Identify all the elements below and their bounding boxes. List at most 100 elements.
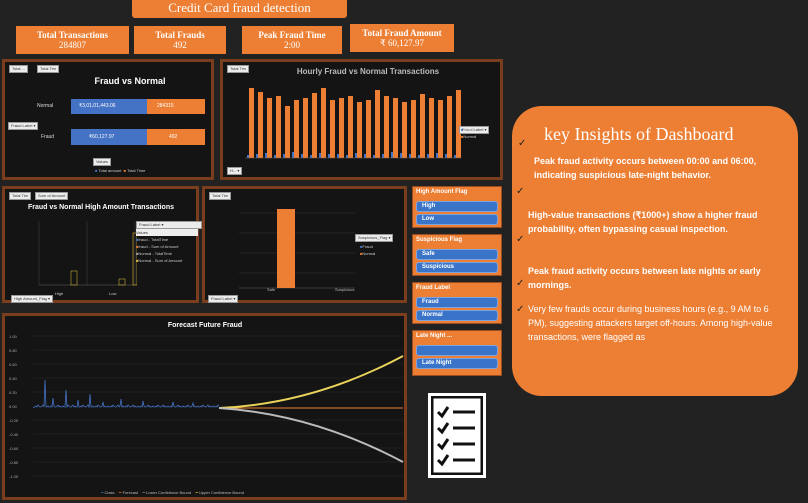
axis-chip-label: H... [230,168,237,173]
slicer-item-low[interactable]: Low [416,214,498,225]
category-label: Low [109,291,117,296]
lower-confidence-series [218,407,404,463]
kpi-peak-fraud-time: Peak Fraud Time 2:00 [242,26,342,54]
legend-item: fraud - Sum of Amount [138,244,179,249]
kpi-label: Peak Fraud Time [258,30,326,40]
field-chip-total-time[interactable]: Total Tim [9,192,32,200]
slicer-high-amount-flag: High Amount Flag High Low [412,186,502,228]
chart-legend: Values ■fraud - TotalTime ■fraud - Sum o… [136,229,198,264]
chart-title: Forecast Future Fraud [167,322,243,329]
slicer-item-fraud[interactable]: Fraud [416,297,498,308]
upper-confidence-series [218,355,404,409]
slicer-late-night: Late Night ... Late Night [412,330,502,376]
hourly-bar [330,100,335,158]
bar-label: 284315 [157,103,174,109]
hourly-bar [292,152,294,158]
y-tick: -0.60 [9,446,19,451]
hourly-bar [411,100,416,158]
high-amount-chart [38,221,137,286]
values-chip[interactable]: Values [93,158,111,166]
y-tick: -1.00 [9,474,19,479]
suspicious-flag-filter[interactable]: Suspicious_Flag ▾ [355,234,394,242]
filter-label: Suspicious_Flag [358,235,388,240]
hour-axis-chip[interactable]: H... ▾ [227,167,243,175]
bar-label: 492 [169,134,178,140]
kpi-value: 284807 [59,40,86,50]
high-amount-flag-filter[interactable]: High Amount_Flag ▾ [11,295,54,303]
hourly-bar [339,98,344,158]
slicer-item-high[interactable]: High [416,201,498,212]
filter-label: Fraud Label [139,222,161,227]
hourly-bar [382,154,384,158]
forecast-panel: Forecast Future Fraud 1.00 0.80 0.60 0.4… [2,313,407,500]
field-chip-total-time[interactable]: Total Tim [209,192,232,200]
hourly-bar [364,154,366,158]
hourly-bar [436,153,438,158]
hourly-bar [312,93,317,158]
hourly-bar [258,92,263,158]
y-tick: -0.80 [9,460,19,465]
kpi-value: 2:00 [283,40,300,50]
kpi-label: Total Transactions [36,30,109,40]
field-chip-total-amount[interactable]: Total ... [9,65,28,73]
slicer-item-blank[interactable] [416,345,498,356]
hourly-bar [445,154,447,158]
hourly-bar [456,90,461,158]
hourly-panel: Total Tim Hourly Fraud vs Normal Transac… [220,59,503,180]
field-chip-total-time[interactable]: Total Tim [227,65,250,73]
checkmark-icon: ✓ [518,138,527,149]
kpi-value: 492 [173,40,187,50]
bar-label: ₹60,127.97 [89,134,115,140]
hourly-bar [429,98,434,158]
dashboard-title: Credit Card fraud detection [132,0,347,18]
fraud-vs-normal-panel: Total ... Total Tim Fraud vs Normal Norm… [2,59,214,180]
slicer-item-normal[interactable]: Normal [416,310,498,321]
hourly-bar [310,155,312,158]
insight-text: High-value transactions (₹1000+) show a … [528,210,758,234]
slicer-fraud-label: Fraud Label Fraud Normal [412,282,502,324]
checkmark-icon: ✓ [516,278,525,289]
field-chip-sum-of-amount[interactable]: Sum of Amount [35,192,69,200]
slicer-item-late-night[interactable]: Late Night [416,358,498,369]
checkmark-icon: ✓ [516,186,525,197]
hourly-bar [454,155,456,158]
hourly-bar [265,153,267,158]
hourly-bar [427,154,429,158]
legend-item: Normal - Sum of Amount [138,258,183,263]
hourly-bar [274,155,276,158]
legend-item: Normal [463,134,477,139]
category-label: Suspicious [335,287,355,292]
hourly-bar [409,154,411,158]
normal-amount-bar: ₹3,01,01,443.06 [71,99,147,114]
bar-label: ₹3,01,01,443.06 [79,103,116,109]
hourly-bar [247,155,249,158]
hourly-bar [256,154,258,158]
y-tick: 0.60 [9,362,17,367]
filter-label: Fraud Label [462,127,484,132]
slicer-item-suspicious[interactable]: Suspicious [416,262,498,273]
y-tick: 1.00 [9,334,17,339]
fraud-amount-bar: ₹60,127.97 [71,129,147,145]
fraud-label-filter[interactable]: Fraud Label ▾ [8,122,39,130]
y-tick: -0.20 [9,418,19,423]
legend-item: fraud - TotalTime [138,237,169,242]
legend-item: Normal [362,251,376,256]
field-chip-total-time[interactable]: Total Tim [37,65,60,73]
fraud-label-filter[interactable]: Fraud Label ▾ [208,295,239,303]
slicer-suspicious-flag: Suspicious Flag Safe Suspicious [412,234,502,276]
hourly-bar [393,98,398,158]
suspicious-panel: Total Tim Suspicious_Flag ▾ ■Fraud ■Norm… [202,186,407,303]
y-tick: -0.40 [9,432,19,437]
kpi-total-fraud-amount: Total Fraud Amount ₹ 60,127.97 [350,24,454,52]
hourly-chart [245,88,461,159]
hourly-bar [366,100,371,158]
slicer-title: Late Night ... [416,333,452,339]
forecast-chart [33,335,404,477]
fraud-label-filter[interactable]: Fraud Label ▾ [136,221,202,229]
fraud-label-filter[interactable]: Fraud Label ▾ [459,126,490,134]
y-tick: 0.40 [9,376,17,381]
fraud-time-bar: 492 [147,129,205,145]
category-label: Fraud [41,134,55,140]
slicer-item-safe[interactable]: Safe [416,249,498,260]
insight-text: Peak fraud activity occurs between late … [528,266,761,290]
